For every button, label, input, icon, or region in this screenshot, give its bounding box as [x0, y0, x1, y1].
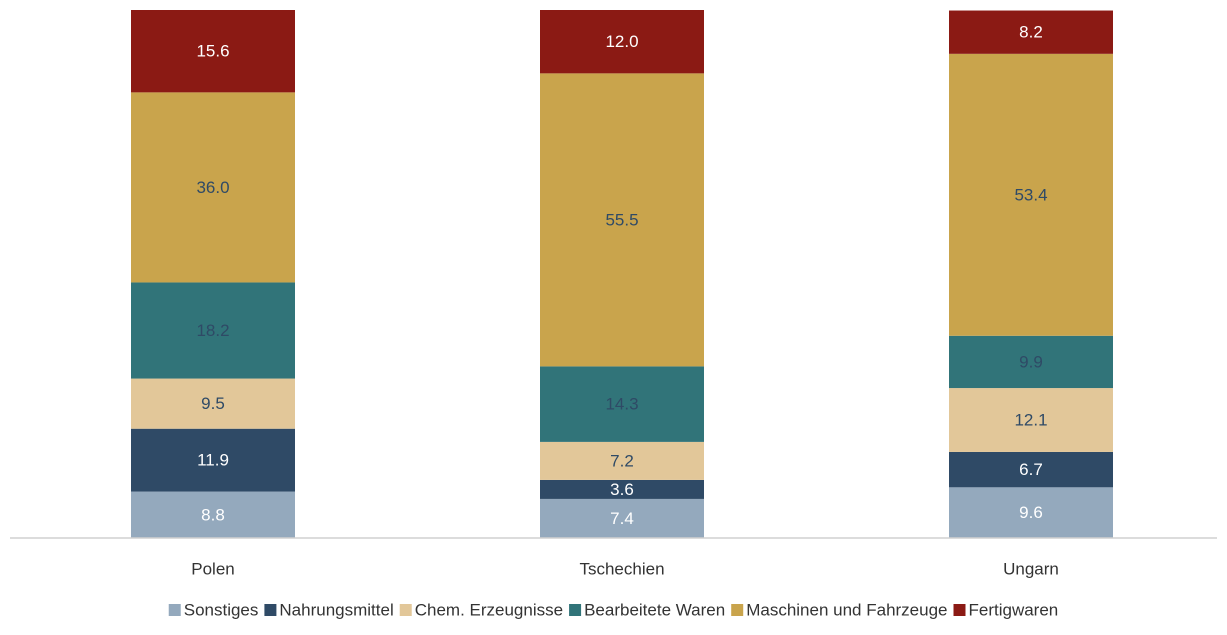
bar-segment	[949, 10, 1113, 54]
data-label: 8.2	[1019, 23, 1043, 42]
data-label: 18.2	[196, 321, 229, 340]
bar-segment	[540, 498, 704, 538]
x-tick-label: Tschechien	[579, 559, 664, 578]
data-label: 7.2	[610, 451, 634, 470]
data-label: 9.5	[201, 394, 225, 413]
data-label: 12.0	[605, 32, 638, 51]
data-label: 9.9	[1019, 352, 1043, 371]
bar-segment	[131, 10, 295, 93]
bar-segment	[540, 479, 704, 499]
data-label: 7.4	[610, 509, 634, 528]
legend-swatch	[168, 604, 181, 616]
legend-swatch	[953, 604, 966, 616]
bar-segment	[949, 451, 1113, 488]
bar-segment	[540, 366, 704, 442]
bar-segment	[131, 491, 295, 538]
legend-label: Maschinen und Fahrzeuge	[746, 600, 947, 619]
data-label: 14.3	[605, 395, 638, 414]
legend-swatch	[399, 604, 412, 616]
legend-swatch	[731, 604, 744, 616]
data-label: 36.0	[196, 178, 229, 197]
x-tick-label: Polen	[191, 559, 234, 578]
data-label: 9.6	[1019, 503, 1043, 522]
data-label: 6.7	[1019, 460, 1043, 479]
data-label: 15.6	[196, 42, 229, 61]
bar-segment	[949, 53, 1113, 336]
bar-segment	[131, 282, 295, 379]
x-tick-label: Ungarn	[1003, 559, 1059, 578]
legend-swatch	[569, 604, 582, 616]
bar-segment	[540, 441, 704, 480]
bar-segment	[131, 428, 295, 492]
data-label: 3.6	[610, 480, 634, 499]
bar-segment	[949, 388, 1113, 452]
bar-segment	[540, 10, 704, 74]
data-label: 12.1	[1014, 410, 1047, 429]
bar-segment	[131, 378, 295, 429]
data-label: 55.5	[605, 210, 638, 229]
legend-label: Sonstiges	[184, 600, 259, 619]
legend-label: Fertigwaren	[969, 600, 1059, 619]
legend-label: Nahrungsmittel	[279, 600, 393, 619]
legend-label: Bearbeitete Waren	[584, 600, 725, 619]
bar-segment	[949, 487, 1113, 538]
data-label: 53.4	[1014, 185, 1047, 204]
bar-segment	[131, 92, 295, 283]
bar-segment	[540, 73, 704, 367]
legend-label: Chem. Erzeugnisse	[415, 600, 563, 619]
data-label: 11.9	[197, 451, 229, 470]
data-label: 8.8	[201, 505, 225, 524]
legend-swatch	[264, 604, 277, 616]
bar-segment	[949, 335, 1113, 389]
